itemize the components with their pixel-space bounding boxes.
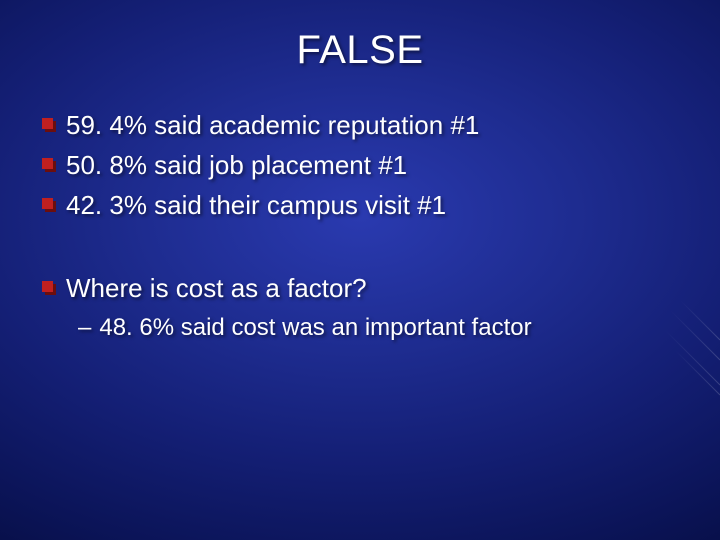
bullet-item: 42. 3% said their campus visit #1	[42, 189, 678, 223]
bullet-item: 50. 8% said job placement #1	[42, 149, 678, 183]
bullet-text: 50. 8% said job placement #1	[66, 149, 407, 183]
square-bullet-icon	[42, 281, 56, 295]
spacer	[42, 228, 678, 272]
dash-icon: –	[78, 312, 91, 343]
square-bullet-icon	[42, 198, 56, 212]
bullet-text: Where is cost as a factor?	[66, 272, 367, 306]
slide: FALSE 59. 4% said academic reputation #1…	[0, 0, 720, 540]
bullet-text: 59. 4% said academic reputation #1	[66, 109, 479, 143]
square-bullet-icon	[42, 158, 56, 172]
sub-bullet-item: – 48. 6% said cost was an important fact…	[42, 312, 678, 343]
square-bullet-icon	[42, 118, 56, 132]
sub-bullet-text: 48. 6% said cost was an important factor	[99, 312, 531, 343]
bullet-item: Where is cost as a factor?	[42, 272, 678, 306]
slide-title: FALSE	[0, 0, 720, 73]
bullet-text: 42. 3% said their campus visit #1	[66, 189, 446, 223]
slide-body: 59. 4% said academic reputation #1 50. 8…	[0, 73, 720, 343]
bullet-item: 59. 4% said academic reputation #1	[42, 109, 678, 143]
